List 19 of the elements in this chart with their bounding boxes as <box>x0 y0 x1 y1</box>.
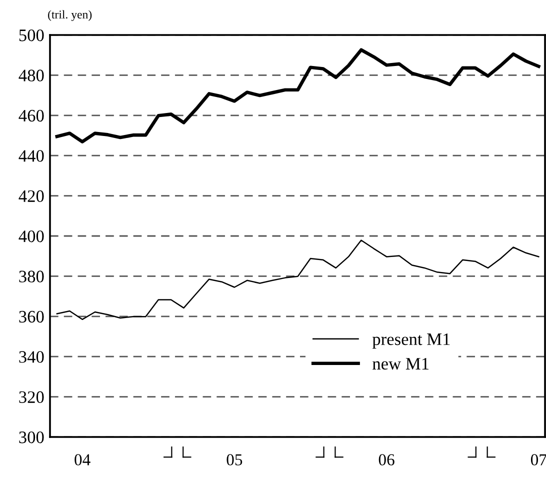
line-series <box>56 240 540 320</box>
y-tick-label: 320 <box>19 391 44 403</box>
legend-label: new M1 <box>372 358 428 370</box>
y-tick-label: 460 <box>18 110 44 122</box>
y-tick-label: 340 <box>19 351 44 363</box>
x-tick-label: 06 <box>378 454 394 466</box>
y-tick-label: 420 <box>18 190 44 202</box>
y-tick-label: 400 <box>18 230 44 242</box>
y-tick-label: 360 <box>19 310 44 323</box>
y-axis-title: (tril. yen) <box>48 10 92 21</box>
y-tick-label: 480 <box>18 70 44 82</box>
y-tick-label: 500 <box>19 29 44 42</box>
line-series <box>55 48 540 144</box>
y-tick-label: 440 <box>18 150 44 162</box>
y-tick-label: 380 <box>19 270 44 282</box>
y-tick-label: 300 <box>19 431 44 444</box>
x-tick-label: 05 <box>226 454 242 466</box>
legend-label: present M1 <box>372 333 450 349</box>
x-tick-label: 04 <box>74 454 90 466</box>
